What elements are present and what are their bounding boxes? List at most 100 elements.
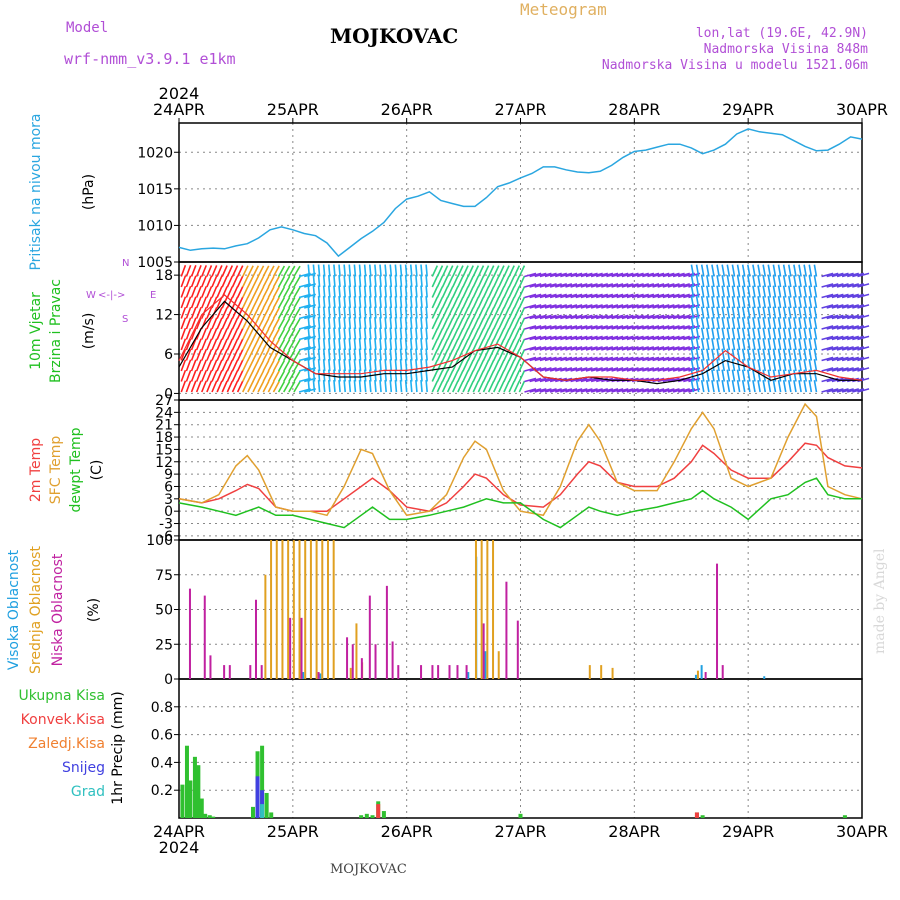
wind-vector bbox=[611, 314, 624, 320]
wind-vector bbox=[606, 388, 619, 393]
wind-vector bbox=[798, 338, 802, 351]
wind-vector bbox=[631, 325, 644, 330]
wind-vector bbox=[667, 325, 680, 330]
wind-vector bbox=[472, 296, 480, 309]
wind-vector bbox=[338, 327, 341, 340]
wind-vector bbox=[821, 367, 834, 372]
wind-vector bbox=[534, 304, 547, 309]
wind-vector bbox=[741, 275, 746, 288]
wind-vector bbox=[636, 367, 649, 372]
wind-vector bbox=[363, 306, 367, 319]
wind-vector bbox=[363, 316, 367, 330]
wind-vector bbox=[555, 272, 568, 278]
wind-vector bbox=[585, 388, 598, 393]
wind-vector bbox=[333, 358, 336, 372]
wind-vector bbox=[857, 325, 870, 330]
wind-vector bbox=[211, 275, 218, 288]
wind-vector bbox=[611, 325, 624, 330]
wind-vector bbox=[731, 369, 736, 382]
wind-vector bbox=[425, 369, 428, 382]
compass-n: N bbox=[122, 258, 129, 269]
wind-vector bbox=[252, 370, 260, 382]
wind-vector bbox=[283, 276, 291, 288]
wind-vector bbox=[642, 304, 655, 309]
wind-vector bbox=[409, 264, 413, 277]
wind-vector bbox=[293, 360, 301, 372]
wind-vector bbox=[384, 369, 387, 382]
wind-vector bbox=[190, 296, 197, 309]
wind-vector bbox=[518, 317, 526, 330]
wind-vector bbox=[409, 379, 413, 393]
wind-vector bbox=[585, 325, 598, 330]
wind-vectors bbox=[180, 264, 870, 393]
x-tick-label-top: 26APR bbox=[381, 100, 433, 119]
wind-vector bbox=[513, 370, 521, 382]
wind-vector bbox=[185, 359, 192, 372]
wind-vector bbox=[524, 377, 537, 383]
wind-vector bbox=[322, 285, 326, 298]
wind-vector bbox=[657, 283, 670, 288]
wind-vector bbox=[585, 367, 598, 372]
wind-vector bbox=[518, 359, 526, 372]
wind-vector bbox=[394, 264, 398, 277]
wind-vector bbox=[626, 335, 639, 341]
wind-vector bbox=[798, 275, 802, 288]
wind-vector bbox=[555, 335, 568, 341]
wind-vector bbox=[652, 335, 665, 341]
wind-vector bbox=[570, 346, 583, 351]
wind-vector bbox=[312, 264, 316, 277]
wind-vector bbox=[731, 296, 736, 309]
wind-vector bbox=[190, 286, 197, 298]
credit-text: made by Angel bbox=[872, 548, 888, 655]
wind-vector bbox=[606, 304, 619, 309]
wind-vector bbox=[327, 358, 331, 372]
wind-vector bbox=[467, 359, 474, 372]
wind-vector bbox=[721, 338, 726, 351]
wind-vector bbox=[312, 358, 316, 372]
wind-vector bbox=[267, 339, 275, 351]
wind-vector bbox=[231, 296, 239, 309]
wind-vector bbox=[404, 285, 408, 298]
wind-vector bbox=[616, 335, 629, 341]
wind-vector bbox=[211, 286, 218, 298]
wind-vector bbox=[288, 339, 296, 351]
wind-vector bbox=[590, 388, 603, 393]
wind-vector bbox=[185, 296, 192, 309]
wind-vector bbox=[611, 367, 624, 372]
wind-vector bbox=[216, 359, 223, 372]
wind-vector bbox=[394, 369, 398, 382]
wind-vector bbox=[327, 295, 331, 309]
wind-vector bbox=[358, 264, 362, 277]
wind-vector bbox=[379, 348, 382, 361]
wind-vector bbox=[482, 307, 490, 319]
wind-vector bbox=[752, 359, 756, 372]
wind-vector bbox=[711, 327, 715, 340]
wind-vector bbox=[389, 316, 393, 330]
wind-vector bbox=[288, 328, 296, 340]
wind-vector bbox=[322, 358, 326, 372]
cloud-bar bbox=[721, 665, 724, 679]
wind-vector bbox=[195, 307, 202, 319]
wind-vector bbox=[767, 306, 772, 319]
wind-vector bbox=[616, 283, 629, 288]
elevation-label: Nadmorska Visina 848m bbox=[703, 42, 868, 57]
wind-vector bbox=[575, 314, 588, 320]
wind-vector bbox=[441, 338, 449, 351]
wind-vector bbox=[793, 327, 797, 340]
wind-vector bbox=[338, 295, 341, 309]
wind-vector bbox=[368, 358, 372, 372]
wind-vector bbox=[399, 285, 403, 298]
wind-vector bbox=[425, 379, 428, 393]
wind-vector bbox=[312, 379, 316, 393]
wind-vector bbox=[446, 328, 454, 340]
wind-vector bbox=[247, 265, 254, 277]
wind-vector bbox=[677, 377, 690, 383]
wind-vector bbox=[487, 359, 495, 372]
wind-vector bbox=[575, 346, 588, 351]
wind-vector bbox=[611, 304, 624, 309]
pressure-unit: (hPa) bbox=[81, 174, 97, 210]
wind-vector bbox=[672, 367, 685, 372]
wind-vector bbox=[672, 325, 685, 330]
wind-vector bbox=[272, 286, 280, 298]
wind-vector bbox=[642, 388, 655, 393]
